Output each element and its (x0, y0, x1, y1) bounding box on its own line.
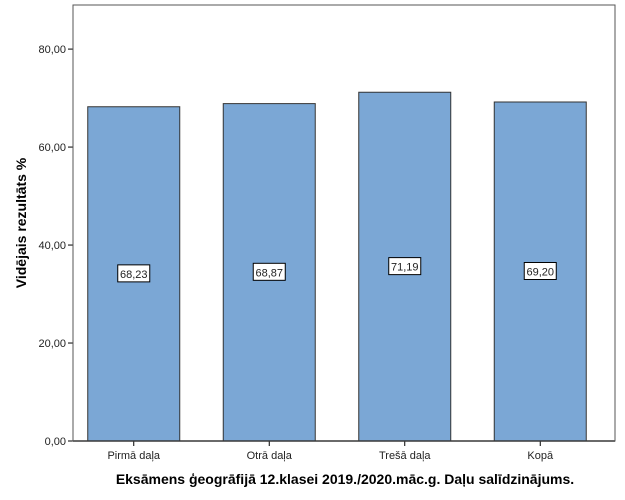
x-tick-label: Kopā (527, 450, 554, 462)
data-label: 68,23 (120, 269, 148, 281)
data-label: 68,87 (255, 267, 283, 279)
plot-frame (72, 4, 616, 442)
y-tick-label: 40,00 (38, 240, 66, 252)
x-tick-label: Pirmā daļa (107, 450, 160, 462)
y-tick-label: 80,00 (38, 44, 66, 56)
y-tick-label: 20,00 (38, 338, 66, 350)
y-tick-label: 60,00 (38, 142, 66, 154)
data-label-box (252, 262, 286, 281)
x-tick-label: Trešā daļa (379, 450, 431, 462)
data-label-box (388, 257, 422, 276)
y-tick-label: 0,00 (45, 436, 66, 448)
data-label-box (117, 264, 151, 283)
data-label-box (523, 261, 557, 280)
data-label: 69,20 (526, 266, 554, 278)
y-axis-title: Vidējais rezultāts % (13, 157, 29, 288)
data-label: 71,19 (391, 262, 419, 274)
x-axis-title: Eksāmens ģeogrāfijā 12.klasei 2019./2020… (116, 471, 574, 487)
x-tick-label: Otrā daļa (247, 450, 293, 462)
